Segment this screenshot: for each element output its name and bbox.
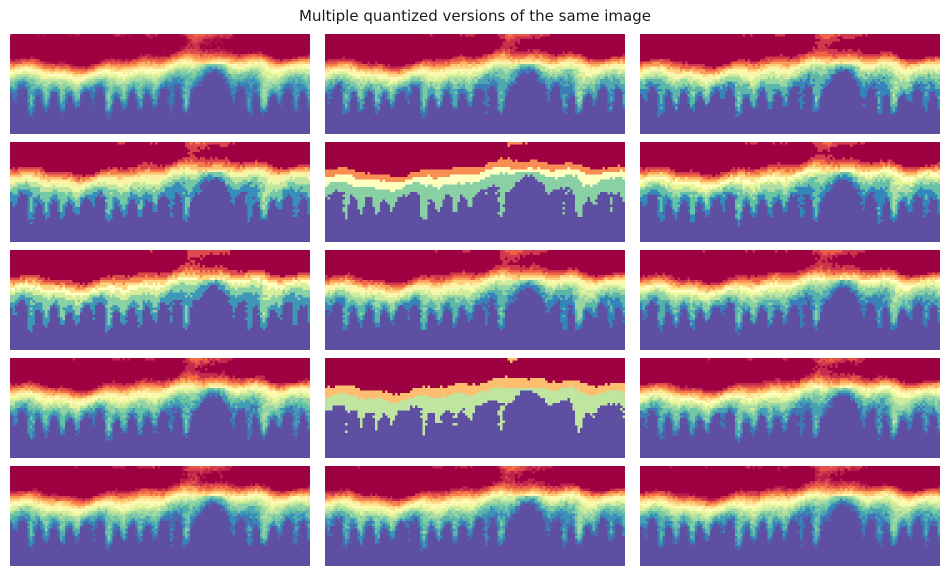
heatmap-image <box>10 34 310 134</box>
heatmap-panel-r1-c2 <box>325 34 625 134</box>
figure-title: Multiple quantized versions of the same … <box>0 7 950 25</box>
heatmap-cell <box>308 132 311 135</box>
heatmap-image <box>325 34 625 134</box>
heatmap-panel-r1-c1 <box>10 34 310 134</box>
